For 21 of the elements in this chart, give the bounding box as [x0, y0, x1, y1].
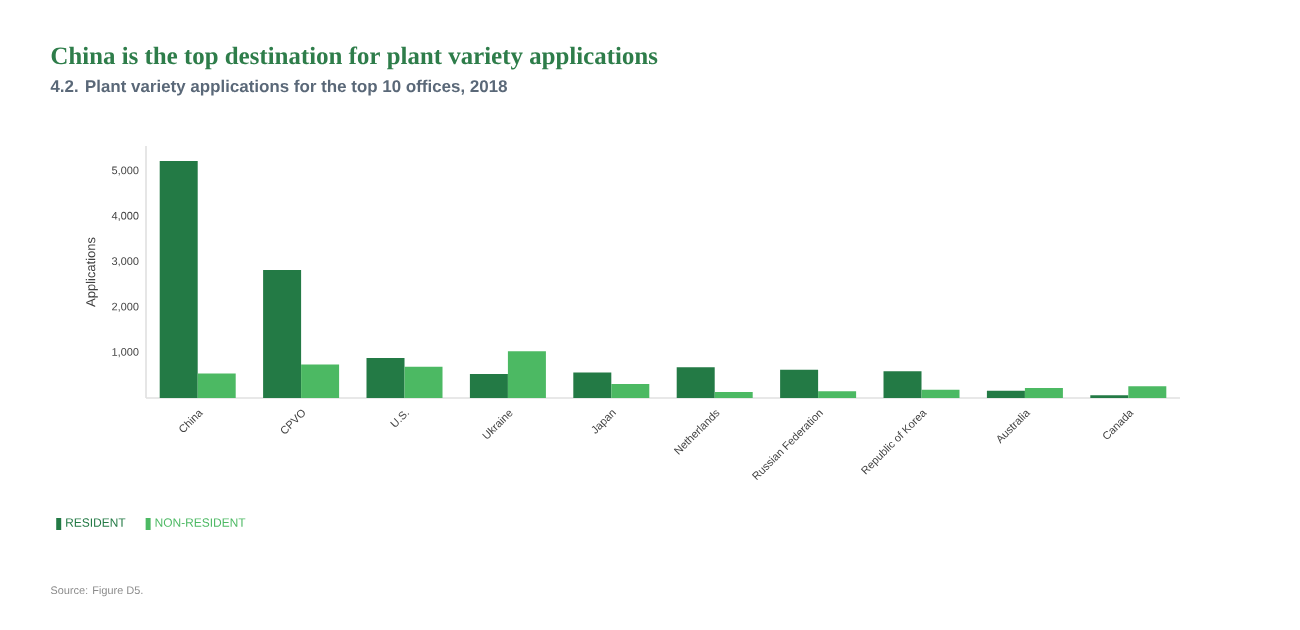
bar — [611, 383, 650, 398]
bar — [921, 389, 960, 398]
bar — [507, 351, 546, 398]
bar — [404, 366, 443, 398]
bar — [469, 373, 508, 398]
bar — [714, 392, 753, 398]
bar — [159, 160, 198, 398]
bar — [1128, 386, 1167, 398]
bar — [573, 372, 612, 398]
bar — [818, 391, 857, 398]
bar — [676, 367, 715, 398]
bar — [883, 371, 922, 398]
bar — [366, 358, 405, 398]
bar — [780, 369, 819, 398]
bar — [301, 364, 340, 398]
chart-title: China is the top destination for plant variety applications — [51, 46, 658, 70]
bar — [986, 390, 1025, 398]
bar — [197, 373, 236, 398]
chart-subtitle: 4.2. Plant variety applications for the top 10 offices, 2018 — [50, 79, 507, 96]
bar — [263, 269, 302, 398]
bar — [1024, 388, 1063, 398]
